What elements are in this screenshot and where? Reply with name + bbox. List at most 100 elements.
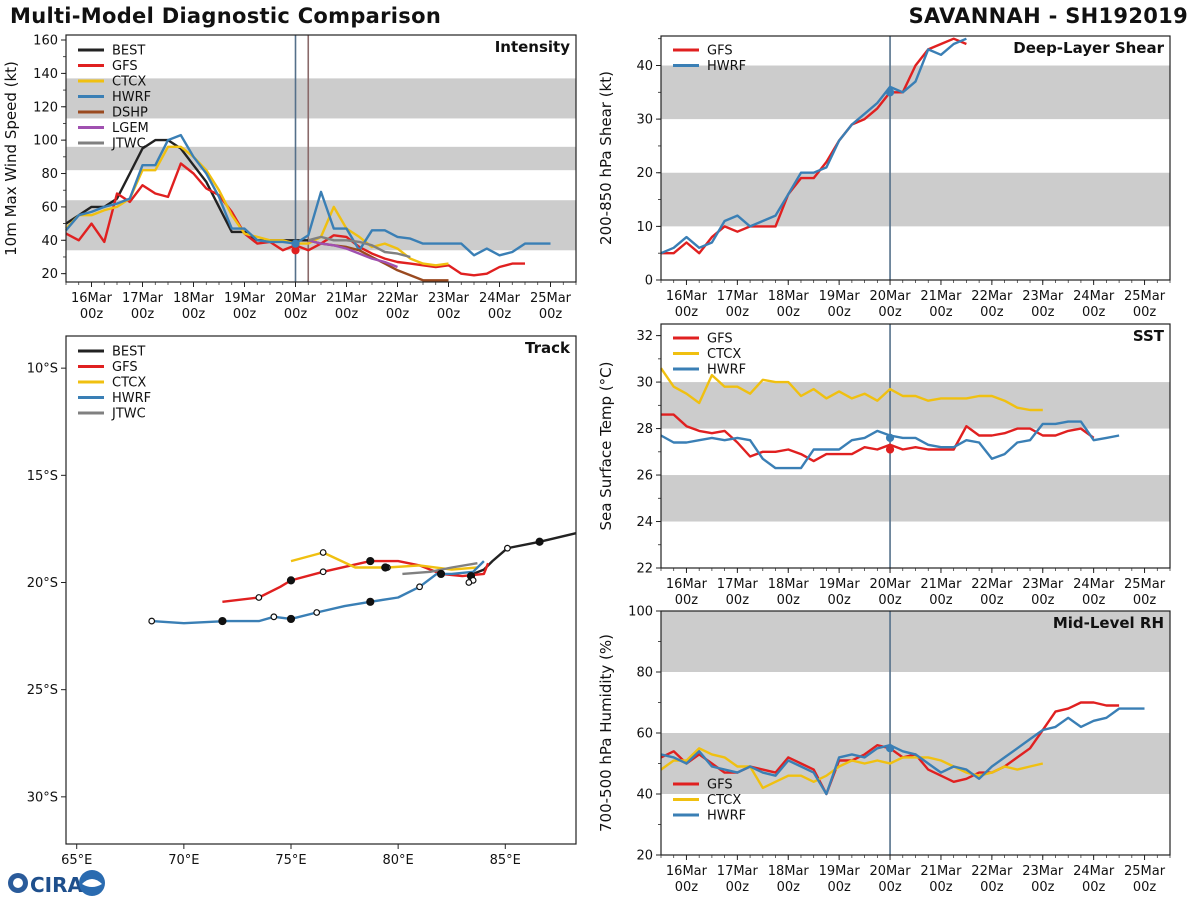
rh-ytick-label: 60 [636, 727, 653, 742]
shear-xtick-label2: 00z [980, 305, 1004, 320]
track-frame [65, 335, 577, 845]
intensity-legend-label: HWRF [112, 90, 151, 105]
intensity-band-0 [66, 200, 576, 251]
track-series-gfs [222, 559, 490, 603]
intensity-ytick-label: 20 [41, 267, 58, 282]
intensity-ytick-label: 100 [33, 134, 58, 149]
track-ytick-label: 15°S [27, 469, 58, 484]
sst-xtick-label: 25Mar [1124, 577, 1166, 592]
intensity-xtick-label: 20Mar [275, 291, 317, 306]
track-marker-best [381, 563, 390, 572]
track-series-jtwc [402, 562, 478, 576]
sst-band-1 [661, 382, 1170, 429]
rh-xtick-label: 23Mar [1022, 864, 1064, 879]
track-marker-gfs [286, 576, 296, 585]
sst-series-ctcx [660, 367, 1043, 412]
shear-xtick-label: 17Mar [717, 289, 759, 304]
shear-ytick-label: 10 [636, 220, 653, 235]
intensity-band-2 [66, 78, 576, 119]
intensity-ytick-label: 40 [41, 234, 58, 249]
intensity-xtick-label: 17Mar [122, 291, 164, 306]
shear-xtick-label: 24Mar [1073, 289, 1115, 304]
sst-xtick-label: 22Mar [971, 577, 1013, 592]
sst-legend-label: CTCX [707, 347, 741, 362]
rh-marker-hwrf [885, 744, 895, 753]
rh-xtick-label2: 00z [777, 880, 801, 895]
rh-legend-label: GFS [707, 778, 733, 793]
track-series-best [472, 532, 577, 576]
intensity-xtick-label: 23Mar [428, 291, 470, 306]
rh-series-ctcx [660, 747, 1044, 790]
shear-xtick-label: 21Mar [920, 289, 962, 304]
intensity-xtick-label: 22Mar [377, 291, 419, 306]
rh-series-hwrf [660, 707, 1145, 796]
intensity-series-lgem [307, 239, 398, 269]
rh-legend-label: HWRF [707, 809, 746, 824]
track-marker-best [504, 544, 511, 552]
rh-xtick-label2: 00z [675, 880, 699, 895]
intensity-ytick-label: 160 [33, 34, 58, 49]
intensity-ytick-label: 80 [41, 167, 58, 182]
track-marker-hwrf [148, 617, 156, 625]
track-marker-gfs [436, 569, 446, 579]
rh-xtick-label: 25Mar [1124, 864, 1166, 879]
rh-band-1 [661, 611, 1170, 672]
intensity-xtick-label: 19Mar [224, 291, 266, 306]
rh-xtick-label2: 00z [1133, 880, 1157, 895]
track-marker-hwrf [416, 583, 423, 591]
intensity-xtick-label2: 00z [80, 307, 104, 322]
intensity-xtick-label2: 00z [131, 307, 155, 322]
intensity-xtick-label2: 00z [335, 307, 359, 322]
intensity-legend-label: CTCX [112, 75, 146, 90]
sst-ytick-label: 24 [636, 515, 653, 530]
sst-xtick-label: 24Mar [1073, 577, 1115, 592]
intensity-ylabel: 10m Max Wind Speed (kt) [2, 61, 20, 256]
rh-legend-label: CTCX [707, 793, 741, 808]
sst-xtick-label: 23Mar [1022, 577, 1064, 592]
intensity-series-hwrf [65, 133, 551, 257]
rh-band-0 [661, 733, 1170, 794]
shear-legend-label: GFS [707, 44, 733, 59]
shear-band-1 [661, 65, 1170, 120]
track-marker-best [535, 537, 544, 546]
rh-xtick-label: 24Mar [1073, 864, 1115, 879]
rh-xtick-label2: 00z [878, 880, 902, 895]
shear-xtick-label2: 00z [827, 305, 851, 320]
shear-xtick-label: 18Mar [768, 289, 810, 304]
rh-title: Mid-Level RH [1053, 614, 1164, 632]
rh-ylabel: 700-500 hPa Humidity (%) [597, 634, 615, 832]
shear-ytick-label: 30 [636, 113, 653, 128]
shear-band-0 [661, 172, 1170, 227]
intensity-xtick-label: 21Mar [326, 291, 368, 306]
sst-xtick-label: 19Mar [819, 577, 861, 592]
shear-xtick-label2: 00z [929, 305, 953, 320]
rh-xtick-label2: 00z [1031, 880, 1055, 895]
intensity-legend-label: LGEM [112, 121, 149, 136]
rh-xtick-label: 17Mar [717, 864, 759, 879]
sst-xtick-label2: 00z [1133, 593, 1157, 608]
shear-xtick-label: 19Mar [819, 289, 861, 304]
shear-ytick-label: 20 [636, 166, 653, 181]
rh-xtick-label2: 00z [726, 880, 750, 895]
track-legend-label: BEST [112, 345, 145, 360]
intensity-series-jtwc [307, 235, 411, 259]
intensity-marker-hwrf [291, 239, 300, 248]
sst-xtick-label2: 00z [878, 593, 902, 608]
sst-xtick-label2: 00z [929, 593, 953, 608]
rh-ytick-label: 40 [636, 788, 653, 803]
intensity-ytick-label: 140 [33, 67, 58, 82]
intensity-legend-label: JTWC [111, 137, 146, 152]
rh-xtick-label: 16Mar [666, 864, 708, 879]
shear-xtick-label: 20Mar [870, 289, 912, 304]
track-xtick-label: 85°E [490, 853, 521, 868]
sst-xtick-label2: 00z [675, 593, 699, 608]
sst-legend-label: HWRF [707, 363, 746, 378]
intensity-xtick-label2: 00z [539, 307, 563, 322]
sst-ytick-label: 26 [636, 469, 653, 484]
sst-xtick-label2: 00z [726, 593, 750, 608]
sst-title: SST [1133, 327, 1165, 345]
logo-text: CIRA [30, 873, 84, 897]
sst-xtick-label2: 00z [1031, 593, 1055, 608]
track-ytick-label: 10°S [27, 362, 58, 377]
